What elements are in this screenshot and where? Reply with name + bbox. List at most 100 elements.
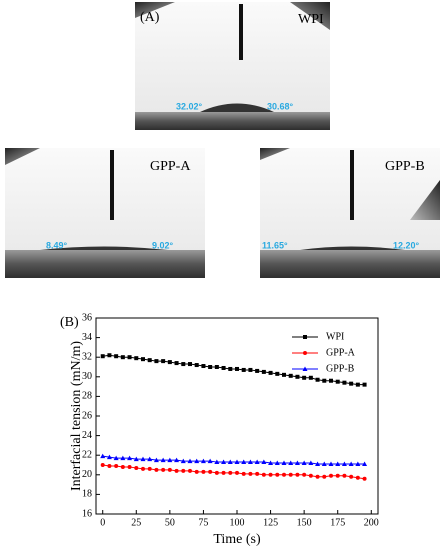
legend-label: GPP-B: [326, 363, 355, 374]
marker: [147, 456, 153, 462]
marker: [214, 459, 220, 465]
marker: [221, 470, 226, 475]
marker: [134, 465, 139, 470]
marker: [221, 459, 227, 465]
marker: [201, 469, 206, 474]
marker: [114, 463, 119, 468]
y-tick-label: 34: [82, 332, 92, 343]
marker: [295, 472, 300, 477]
x-tick-label: 50: [165, 517, 175, 528]
photo-wpi: [135, 2, 330, 130]
marker: [194, 458, 200, 464]
x-tick-label: 100: [230, 517, 245, 528]
marker: [302, 472, 307, 477]
y-tick-label: 26: [82, 410, 92, 421]
marker: [268, 472, 273, 477]
marker: [302, 375, 307, 380]
marker: [355, 461, 361, 467]
marker: [120, 464, 125, 469]
marker: [248, 367, 253, 372]
y-tick-label: 16: [82, 508, 92, 519]
marker: [268, 460, 274, 466]
angle-label: 30.68°: [267, 101, 294, 111]
marker: [188, 362, 192, 367]
marker: [255, 471, 260, 476]
marker: [235, 366, 239, 371]
marker: [154, 359, 159, 364]
marker: [147, 466, 152, 471]
angle-label: 12.20°: [393, 240, 420, 250]
x-tick-label: 125: [263, 517, 278, 528]
marker: [100, 463, 105, 467]
marker: [254, 459, 260, 465]
panel-label: (A): [140, 10, 160, 25]
marker: [355, 382, 360, 387]
y-tick-label: 36: [82, 312, 92, 323]
marker: [134, 356, 139, 361]
y-tick-label: 24: [82, 430, 92, 441]
marker: [322, 378, 327, 383]
marker: [248, 471, 253, 476]
marker: [120, 455, 126, 461]
marker: [228, 366, 233, 371]
marker: [281, 460, 287, 466]
marker: [261, 472, 266, 477]
marker: [275, 472, 280, 477]
marker: [234, 459, 240, 465]
marker: [275, 371, 280, 376]
marker: [241, 459, 247, 465]
marker: [120, 355, 125, 360]
marker: [174, 361, 179, 366]
marker: [127, 355, 132, 360]
marker: [208, 365, 213, 369]
x-tick-label: 150: [297, 517, 312, 528]
marker: [315, 461, 321, 467]
marker: [221, 365, 226, 370]
marker: [288, 373, 293, 378]
image-name: GPP-B: [385, 159, 425, 174]
legend-marker: [303, 335, 307, 339]
marker: [308, 375, 313, 380]
legend-marker: [303, 351, 307, 355]
marker: [355, 475, 360, 480]
marker: [315, 474, 320, 479]
marker: [100, 453, 106, 459]
legend-label: WPI: [326, 331, 344, 342]
series-line: [102, 354, 365, 386]
marker: [201, 364, 206, 369]
marker: [141, 357, 145, 362]
series-line: [102, 464, 365, 480]
marker: [342, 380, 347, 385]
marker: [335, 379, 340, 384]
marker: [208, 469, 213, 474]
marker: [342, 473, 347, 478]
marker: [268, 370, 273, 375]
marker: [315, 377, 320, 382]
y-tick-label: 28: [82, 391, 92, 402]
marker: [322, 474, 327, 479]
marker: [329, 378, 333, 383]
marker: [181, 362, 186, 367]
angle-label: 9.02°: [152, 240, 174, 250]
marker: [294, 460, 300, 466]
photo-gpp-b: [260, 148, 440, 278]
marker: [301, 460, 307, 466]
marker: [349, 381, 354, 386]
marker: [261, 369, 266, 374]
marker: [194, 469, 199, 474]
marker: [329, 473, 333, 478]
marker: [140, 456, 146, 462]
marker: [113, 455, 119, 461]
marker: [194, 363, 199, 368]
marker: [133, 456, 139, 462]
marker: [214, 470, 219, 475]
marker: [241, 367, 246, 372]
marker: [161, 467, 166, 472]
x-tick-label: 25: [131, 517, 141, 528]
marker: [107, 463, 112, 468]
legend-label: GPP-A: [326, 347, 356, 358]
marker: [282, 372, 286, 377]
marker: [328, 461, 334, 467]
photo-gpp-a: [5, 148, 205, 278]
y-tick-label: 18: [82, 489, 92, 500]
